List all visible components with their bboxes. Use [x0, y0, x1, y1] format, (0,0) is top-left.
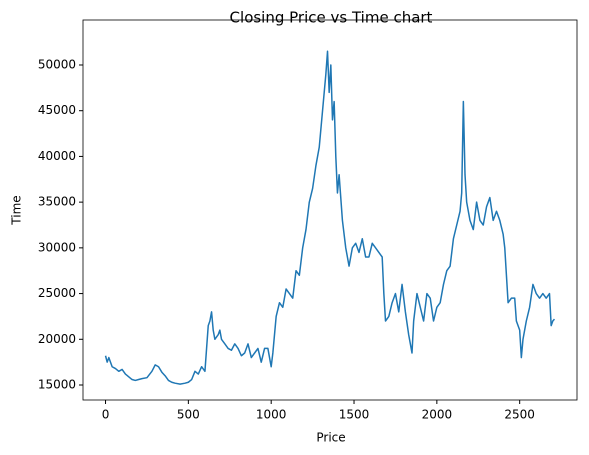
- y-tick-label: 20000: [38, 332, 76, 346]
- x-tick-label: 1000: [256, 408, 287, 422]
- axes-frame: [82, 19, 578, 401]
- price-line: [104, 50, 556, 385]
- y-tick-label: 50000: [38, 57, 76, 71]
- y-tick-label: 25000: [38, 286, 76, 300]
- y-tick-label: 30000: [38, 240, 76, 254]
- x-tick-label: 1500: [339, 408, 370, 422]
- y-tick-label: 35000: [38, 195, 76, 209]
- y-tick-label: 15000: [38, 378, 76, 392]
- chart-title: Closing Price vs Time chart: [230, 9, 433, 27]
- x-axis-label: Price: [316, 431, 345, 445]
- x-tick-label: 2500: [504, 408, 535, 422]
- x-tick-label: 2000: [422, 408, 453, 422]
- y-tick-label: 40000: [38, 149, 76, 163]
- x-tick-label: 500: [177, 408, 200, 422]
- y-tick-label: 45000: [38, 103, 76, 117]
- y-axis-label: Time: [10, 195, 24, 225]
- x-tick-label: 0: [102, 408, 110, 422]
